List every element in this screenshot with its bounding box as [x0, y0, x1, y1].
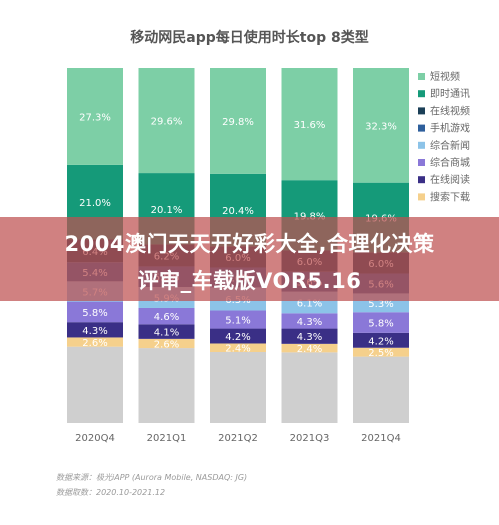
- bar-segment: [353, 312, 409, 333]
- banner-text-line1: 2004澳门天天开好彩大全,合理化决策: [64, 232, 435, 256]
- bar-segment-others: [67, 346, 123, 423]
- bar-value-label: 2.4%: [225, 344, 250, 355]
- bar-segment: [67, 301, 123, 323]
- legend-swatch: [418, 107, 425, 115]
- footer-note: 数据来源：极光iAPP (Aurora Mobile, NASDAQ: JG) …: [56, 470, 247, 500]
- bar-segment: [210, 343, 266, 352]
- bar-value-label: 2.4%: [297, 344, 322, 355]
- bar-segment-others: [210, 352, 266, 423]
- bar-value-label: 4.6%: [154, 312, 179, 323]
- legend-label: 综合商城: [430, 156, 470, 169]
- legend-label: 即时通讯: [430, 88, 470, 100]
- legend-swatch: [418, 141, 425, 149]
- bar-value-label: 21.0%: [79, 198, 111, 209]
- chart-title: 移动网民app每日使用时长top 8类型: [130, 30, 369, 46]
- x-axis: 2020Q4 2021Q1 2021Q2 2021Q3 2021Q4: [75, 433, 401, 444]
- bar-value-label: 4.3%: [297, 317, 322, 328]
- legend-label: 在线阅读: [430, 173, 470, 186]
- legend-swatch: [418, 90, 425, 98]
- x-tick-label: 2020Q4: [75, 433, 115, 444]
- bar-value-label: 20.1%: [151, 205, 183, 216]
- watermark-banner: [0, 217, 499, 301]
- period-note: 数据取数：2020.10-2021.12: [56, 488, 166, 497]
- bar-segment: [67, 337, 123, 347]
- bar-value-label: 2.6%: [82, 338, 107, 349]
- legend-label: 手机游戏: [430, 122, 470, 135]
- x-tick-label: 2021Q1: [147, 433, 187, 444]
- bar-segment: [353, 68, 409, 183]
- bar-segment: [281, 313, 338, 329]
- bar-segment: [67, 68, 123, 165]
- bar-segment: [210, 310, 266, 329]
- x-tick-label: 2021Q3: [290, 433, 330, 444]
- bar-value-label: 29.6%: [151, 117, 183, 128]
- bar-value-label: 29.8%: [222, 117, 254, 128]
- bar-value-label: 2.5%: [368, 348, 393, 359]
- legend-label: 在线视频: [430, 104, 470, 117]
- bar-segment-others: [281, 352, 338, 423]
- bar-segment: [138, 307, 195, 325]
- bar-value-label: 6.1%: [297, 298, 322, 309]
- bar-segment-others: [138, 348, 195, 423]
- bar-value-label: 4.3%: [297, 332, 322, 343]
- bar-segment: [281, 328, 338, 344]
- bar-value-label: 4.2%: [368, 336, 393, 347]
- bar-value-label: 5.8%: [82, 308, 107, 319]
- source-note: 数据来源：极光iAPP (Aurora Mobile, NASDAQ: JG): [56, 473, 248, 482]
- bar-value-label: 4.2%: [225, 332, 250, 343]
- bar-segment-others: [353, 356, 409, 423]
- bar-segment: [353, 332, 409, 348]
- bar-segment: [138, 68, 195, 174]
- bar-value-label: 27.3%: [79, 112, 111, 123]
- bar-segment: [210, 328, 266, 344]
- legend-swatch: [418, 159, 425, 166]
- bar-segment: [210, 68, 266, 174]
- bar-value-label: 4.3%: [82, 326, 107, 337]
- bar-segment: [353, 347, 409, 357]
- legend-swatch: [418, 176, 425, 184]
- bar-value-label: 19.8%: [294, 211, 326, 222]
- legend-label: 综合新闻: [430, 139, 470, 152]
- bar-value-label: 31.6%: [294, 120, 326, 131]
- legend-swatch: [418, 193, 425, 201]
- bar-value-label: 5.8%: [368, 319, 393, 330]
- banner-text-line2: 评审_车载版VOR5.16: [137, 269, 362, 293]
- bar-value-label: 32.3%: [365, 121, 397, 132]
- x-tick-label: 2021Q2: [218, 433, 258, 444]
- bar-segment: [281, 343, 338, 353]
- bar-segment: [281, 68, 338, 181]
- x-tick-label: 2021Q4: [361, 433, 401, 444]
- bar-value-label: 20.4%: [222, 206, 254, 217]
- bar-value-label: 4.1%: [154, 328, 179, 339]
- legend-label: 短视频: [430, 70, 460, 83]
- legend-swatch: [418, 73, 425, 80]
- bar-value-label: 5.1%: [225, 316, 250, 327]
- bar-segment: [67, 322, 123, 338]
- bar-value-label: 2.6%: [154, 339, 179, 350]
- legend-swatch: [418, 124, 425, 132]
- bar-segment: [138, 338, 195, 349]
- bar-value-label: 5.3%: [368, 299, 393, 310]
- legend-label: 搜索下载: [430, 190, 470, 203]
- bar-segment: [138, 324, 195, 339]
